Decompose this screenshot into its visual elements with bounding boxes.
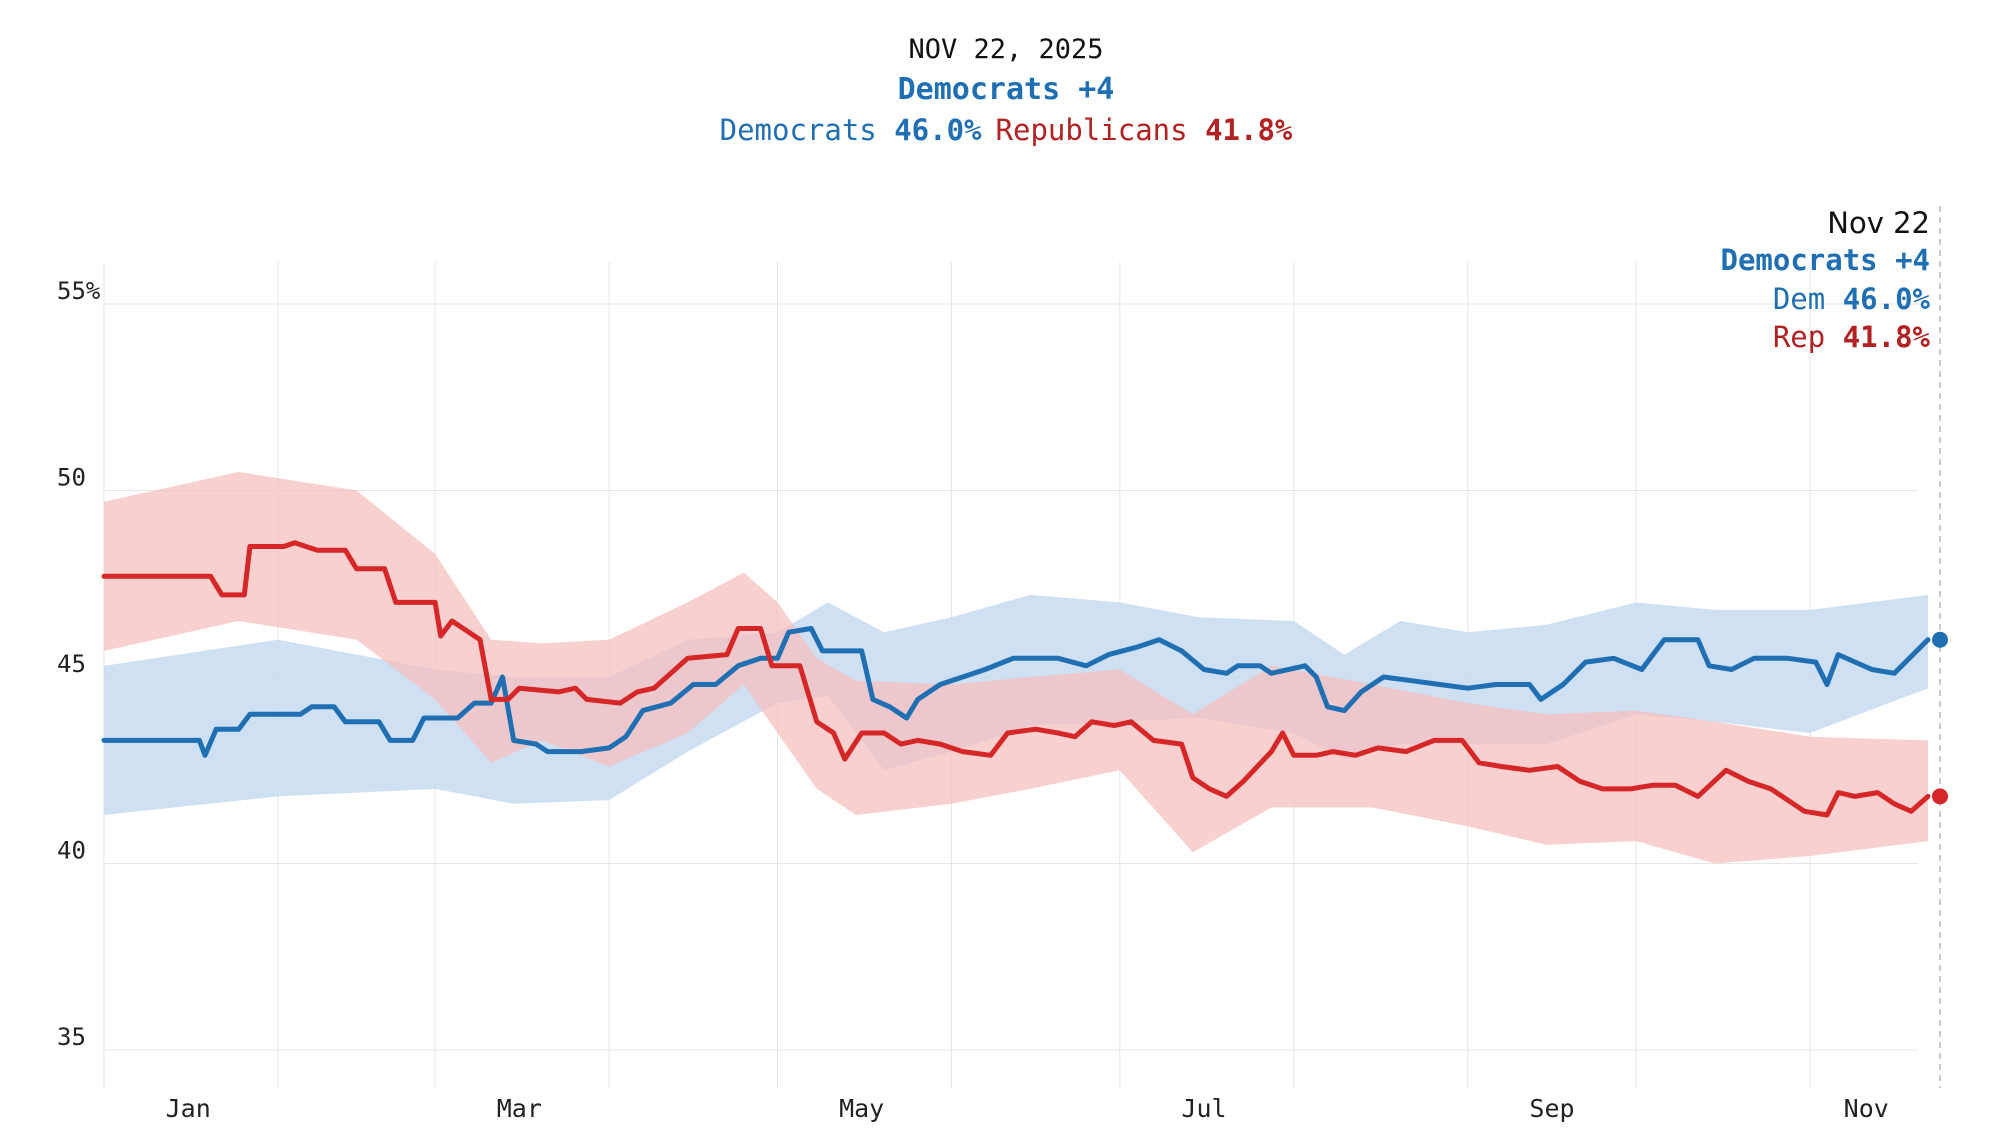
y-tick-label: 50	[57, 464, 86, 492]
tooltip-rep: Rep 41.8%	[1773, 320, 1930, 354]
x-tick-label: Nov	[1844, 1094, 1889, 1123]
tooltip-date: Nov 22	[1827, 206, 1930, 240]
header-lead: Democrats +4	[897, 72, 1115, 107]
tooltip-dem: Dem 46.0%	[1773, 282, 1930, 316]
y-tick-label: 40	[57, 837, 86, 865]
dem-series-line	[101, 626, 1931, 758]
dem-hover-dot	[1932, 631, 1948, 648]
tooltip-rep-label: Rep	[1772, 320, 1826, 354]
tooltip-rep-value: 41.8%	[1842, 320, 1930, 354]
header-values: Democrats 46.0% Republicans 41.8%	[0, 110, 2012, 150]
x-tick-label: May	[839, 1094, 884, 1123]
y-tick-label: 45	[57, 650, 86, 678]
rep-confidence-band	[104, 471, 1928, 864]
tooltip-dem-value: 46.0%	[1842, 282, 1930, 316]
header-date: NOV 22, 2025	[908, 34, 1104, 65]
x-tick-label: Sep	[1529, 1094, 1574, 1123]
x-tick-label: Mar	[497, 1094, 542, 1123]
x-tick-label: Jul	[1181, 1094, 1226, 1123]
rep-series-line	[101, 540, 1931, 818]
series-lines	[101, 540, 1931, 818]
header-rep-value: 41.8%	[1205, 113, 1293, 147]
y-tick-label: 55%	[57, 277, 101, 305]
x-tick-label: Jan	[166, 1094, 211, 1123]
header-dem-label: Democrats	[719, 113, 877, 147]
rep-hover-dot	[1932, 788, 1948, 805]
y-tick-label: 35	[57, 1023, 86, 1051]
tooltip-dem-label: Dem	[1772, 282, 1826, 316]
header-rep-label: Republicans	[995, 113, 1188, 147]
hover-layer	[1932, 206, 1948, 1088]
x-axis-labels: Jan Mar May Jul Sep Nov	[166, 1094, 1889, 1123]
y-axis-labels: 35 40 45 50 55%	[57, 277, 101, 1051]
confidence-bands	[104, 471, 1928, 864]
header-dem-value: 46.0%	[894, 113, 982, 147]
tooltip-lead: Democrats +4	[1720, 243, 1930, 277]
chart-header: NOV 22, 2025 Democrats +4 Democrats 46.0…	[0, 30, 2012, 150]
